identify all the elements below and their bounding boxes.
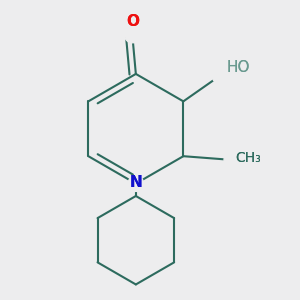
Circle shape [224, 154, 235, 165]
Text: CH₃: CH₃ [236, 151, 262, 165]
Text: HO: HO [226, 60, 250, 75]
Text: CH₃: CH₃ [236, 151, 262, 165]
Text: HO: HO [226, 60, 250, 75]
Text: O: O [126, 14, 139, 28]
Circle shape [212, 70, 225, 83]
Text: N: N [130, 175, 142, 190]
Text: O: O [126, 14, 139, 28]
Circle shape [124, 27, 140, 43]
Text: N: N [130, 175, 142, 190]
Circle shape [128, 176, 144, 191]
